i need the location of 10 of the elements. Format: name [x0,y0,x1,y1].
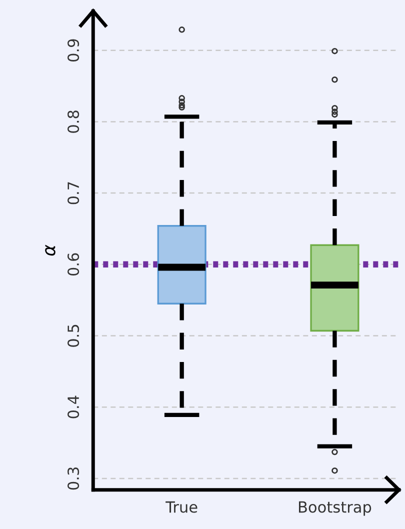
y-tick-label: 0.5 [68,324,80,347]
x-tick-label: True [166,501,198,513]
y-tick-label: 0.7 [68,182,80,204]
x-tick-label: Bootstrap [298,501,372,516]
y-axis-title: α [45,244,56,256]
y-tick-label: 0.8 [68,110,80,133]
y-tick-label: 0.6 [68,253,80,276]
y-tick-label: 0.9 [68,39,80,62]
y-tick-label: 0.4 [68,396,80,418]
y-tick-label: 0.3 [68,468,80,490]
